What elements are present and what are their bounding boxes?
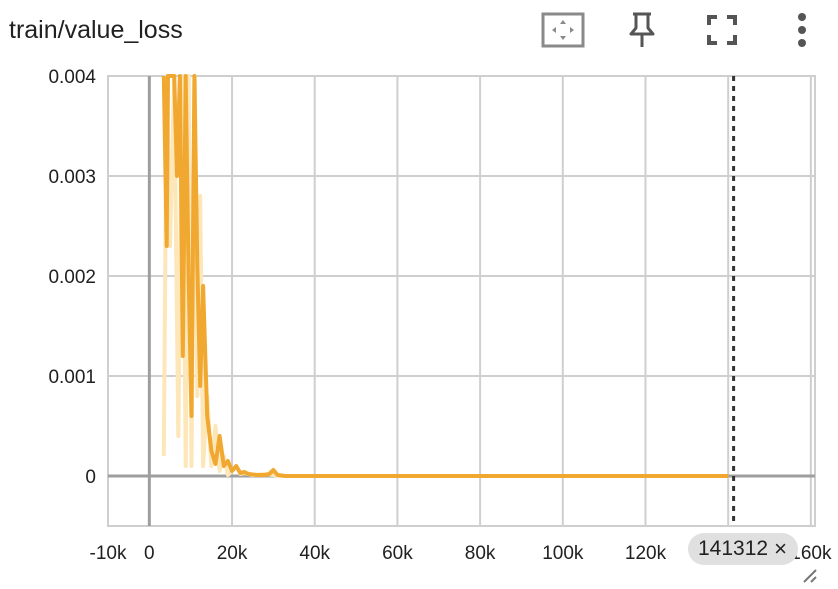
fullscreen-icon bbox=[707, 15, 737, 45]
y-tick-label: 0.002 bbox=[48, 267, 96, 288]
fit-domain-button[interactable] bbox=[541, 10, 585, 50]
smoothed-series-line bbox=[161, 74, 729, 478]
step-chip: 141312 × bbox=[688, 533, 798, 565]
raw-series-line bbox=[161, 74, 729, 478]
step-chip-value: 141312 bbox=[698, 537, 769, 560]
y-tick-label: 0.003 bbox=[48, 167, 96, 188]
pin-icon bbox=[629, 12, 655, 47]
x-tick-label: 60k bbox=[382, 543, 413, 564]
more-vert-icon bbox=[798, 13, 806, 47]
x-tick-label: 20k bbox=[217, 543, 248, 564]
close-icon[interactable]: × bbox=[774, 536, 787, 561]
fullscreen-button[interactable] bbox=[700, 10, 744, 50]
chart-area[interactable]: 0 0.001 0.002 0.003 0.004 -10k 0 20k 40k 60k 80k 1… bbox=[0, 62, 838, 584]
resize-handle-icon[interactable] bbox=[800, 566, 818, 584]
line-chart[interactable]: 0 0.001 0.002 0.003 0.004 -10k 0 20k 40k 60k 80k 1… bbox=[0, 62, 838, 584]
x-tick-label: -10k bbox=[90, 543, 127, 564]
series-lines bbox=[161, 74, 729, 478]
x-tick-label: 100k bbox=[542, 543, 584, 564]
chart-title: train/value_loss bbox=[9, 16, 183, 44]
x-tick-label: 160k bbox=[790, 543, 832, 564]
y-tick-label: 0.001 bbox=[48, 367, 96, 388]
card-header: train/value_loss bbox=[0, 0, 838, 62]
x-tick-label: 0 bbox=[144, 543, 155, 564]
x-tick-label: 120k bbox=[625, 543, 667, 564]
y-tick-label: 0.004 bbox=[48, 67, 96, 88]
plot-frame bbox=[107, 75, 816, 527]
y-tick-label: 0 bbox=[85, 467, 96, 488]
more-options-button[interactable] bbox=[780, 10, 824, 50]
pin-button[interactable] bbox=[620, 10, 664, 50]
fit-domain-icon bbox=[541, 12, 585, 48]
x-tick-label: 80k bbox=[465, 543, 496, 564]
y-tick-labels: 0 0.001 0.002 0.003 0.004 bbox=[48, 67, 96, 488]
x-tick-label: 40k bbox=[299, 543, 330, 564]
